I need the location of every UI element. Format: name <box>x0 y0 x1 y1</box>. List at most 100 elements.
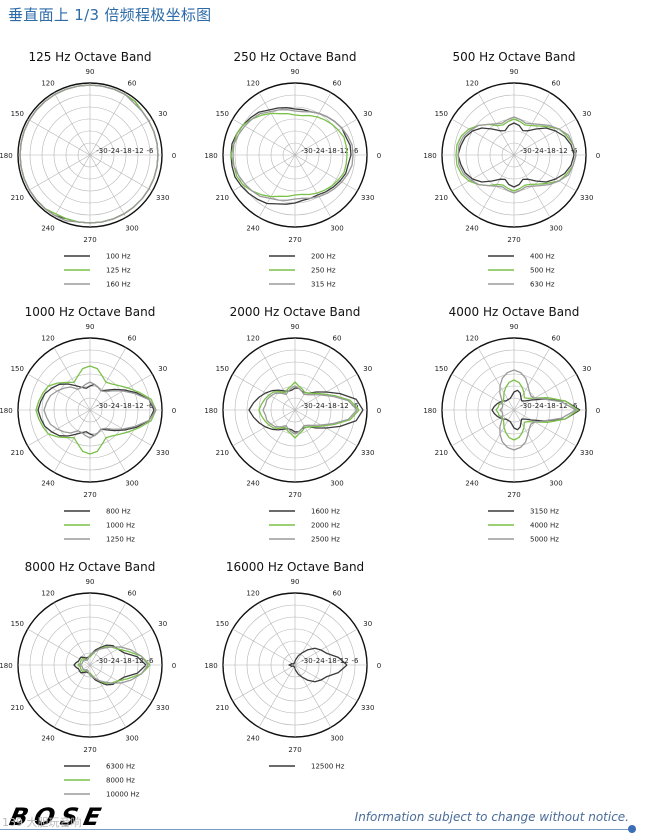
angle-tick-label: 120 <box>465 334 478 342</box>
radial-tick-label: -12 <box>556 402 567 410</box>
footer-dot-icon <box>628 825 636 833</box>
grid-spoke <box>232 118 296 156</box>
angle-tick-label: 300 <box>125 225 138 233</box>
angle-tick-label: 240 <box>246 480 259 488</box>
angle-tick-label: 210 <box>216 194 229 202</box>
grid-spoke <box>89 409 127 473</box>
angle-tick-label: 210 <box>435 194 448 202</box>
chart-title: 16000 Hz Octave Band <box>225 560 365 574</box>
grid-spoke <box>294 154 332 218</box>
angle-tick-label: 0 <box>172 662 176 670</box>
grid-spoke <box>53 154 91 218</box>
angle-tick-label: 30 <box>158 620 167 628</box>
angle-tick-label: 30 <box>158 365 167 373</box>
angle-tick-label: 210 <box>11 194 24 202</box>
radial-tick-label: -30 <box>301 657 312 665</box>
radial-tick-label: -12 <box>132 147 143 155</box>
page-title: 垂直面上 1/3 倍频程极坐标图 <box>8 6 212 24</box>
angle-tick-label: 0 <box>377 152 381 160</box>
radial-tick-label: -24 <box>108 147 120 155</box>
grid-spoke <box>513 347 551 411</box>
radial-tick-label: -18 <box>325 402 336 410</box>
angle-tick-label: 180 <box>0 152 13 160</box>
legend-label: 800 Hz <box>106 508 131 516</box>
angle-tick-label: 330 <box>361 449 374 457</box>
grid-spoke <box>89 118 153 156</box>
grid-spoke <box>294 154 358 192</box>
polar-plot: 0 30 60 90 120 150 180 210 240 270 300 330 -30 -24 -18… <box>204 323 381 544</box>
footer-note: Information subject to change without no… <box>354 810 629 824</box>
polar-chart: 8000 Hz Octave Band 0 30 60 90 120 150 180 210 24… <box>0 560 200 800</box>
series-line <box>35 365 157 455</box>
angle-tick-label: 0 <box>172 407 176 415</box>
radial-tick-label: -18 <box>120 402 131 410</box>
polar-plot: 0 30 60 90 120 150 180 210 240 270 300 330 -30 -24 -18… <box>423 68 600 289</box>
grid-spoke <box>513 409 551 473</box>
legend-label: 10000 Hz <box>106 791 140 799</box>
angle-tick-label: 240 <box>41 225 54 233</box>
angle-tick-label: 90 <box>86 578 95 586</box>
legend-label: 1600 Hz <box>311 508 340 516</box>
grid-spoke <box>53 602 91 666</box>
legend-label: 2000 Hz <box>311 522 340 530</box>
angle-tick-label: 60 <box>552 334 561 342</box>
chart-title: 1000 Hz Octave Band <box>24 305 156 319</box>
angle-tick-label: 150 <box>11 365 24 373</box>
radial-tick-label: -12 <box>337 147 348 155</box>
angle-tick-label: 60 <box>333 589 342 597</box>
polar-chart: 4000 Hz Octave Band 0 30 60 90 120 150 180 210 24… <box>423 305 624 545</box>
angle-tick-label: 240 <box>41 480 54 488</box>
radial-tick-label: -18 <box>325 657 336 665</box>
polar-plot: 0 30 60 90 120 150 180 210 240 270 300 330 -30 -24 -18… <box>423 323 600 544</box>
angle-tick-label: 330 <box>580 194 593 202</box>
grid-spoke <box>451 409 515 447</box>
legend-label: 630 Hz <box>530 281 555 289</box>
grid-spoke <box>89 154 127 218</box>
radial-tick-label: -24 <box>108 402 120 410</box>
grid-spoke <box>294 628 358 666</box>
footer-divider <box>0 829 636 830</box>
angle-tick-label: 180 <box>0 662 13 670</box>
angle-tick-label: 180 <box>423 152 436 160</box>
radial-tick-label: -12 <box>556 147 567 155</box>
grid-spoke <box>513 118 577 156</box>
radial-tick-label: -24 <box>313 657 325 665</box>
radial-tick-label: -12 <box>337 402 348 410</box>
grid-spoke <box>258 92 296 156</box>
radial-tick-label: -24 <box>532 402 544 410</box>
angle-tick-label: 60 <box>128 589 137 597</box>
legend-label: 250 Hz <box>311 267 336 275</box>
radial-tick-label: -24 <box>313 147 325 155</box>
polar-plot: 0 30 60 90 120 150 180 210 240 270 300 330 -30 -24 -18… <box>204 578 381 771</box>
angle-tick-label: 0 <box>172 152 176 160</box>
legend-label: 8000 Hz <box>106 777 135 785</box>
polar-chart: 16000 Hz Octave Band 0 30 60 90 120 150 180 210 2… <box>204 560 405 800</box>
polar-plot: 0 30 60 90 120 150 180 210 240 270 300 330 -30 -24 -18… <box>0 68 176 289</box>
radial-tick-label: -6 <box>147 147 155 155</box>
angle-tick-label: 60 <box>128 79 137 87</box>
series-line <box>499 369 577 451</box>
angle-tick-label: 90 <box>291 578 300 586</box>
angle-tick-label: 30 <box>363 365 372 373</box>
angle-tick-label: 270 <box>83 236 96 244</box>
angle-tick-label: 270 <box>288 236 301 244</box>
radial-tick-label: -24 <box>532 147 544 155</box>
legend-label: 1000 Hz <box>106 522 135 530</box>
angle-tick-label: 120 <box>465 79 478 87</box>
radial-tick-label: -30 <box>96 147 107 155</box>
grid-spoke <box>258 154 296 218</box>
grid-spoke <box>294 602 332 666</box>
angle-tick-label: 60 <box>128 334 137 342</box>
angle-tick-label: 180 <box>0 407 13 415</box>
angle-tick-label: 30 <box>582 110 591 118</box>
radial-tick-label: -30 <box>520 147 531 155</box>
polar-chart: 250 Hz Octave Band 0 30 60 90 120 150 180 210 240… <box>204 50 405 290</box>
grid-spoke <box>232 628 296 666</box>
grid-spoke <box>89 92 127 156</box>
radial-tick-label: -18 <box>325 147 336 155</box>
grid-spoke <box>89 373 153 411</box>
angle-tick-label: 270 <box>83 491 96 499</box>
radial-tick-label: -24 <box>108 657 120 665</box>
radial-tick-label: -30 <box>96 402 107 410</box>
grid-spoke <box>27 373 91 411</box>
